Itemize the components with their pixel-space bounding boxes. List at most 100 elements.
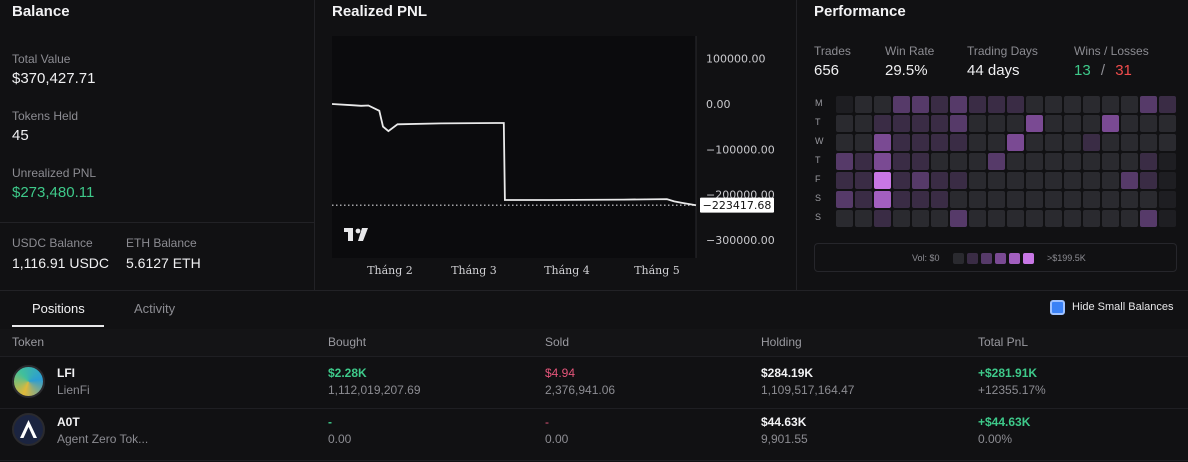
heatmap-cell[interactable] — [1159, 115, 1176, 132]
heatmap-cell[interactable] — [1045, 96, 1062, 113]
heatmap-cell[interactable] — [1083, 210, 1100, 227]
heatmap-cell[interactable] — [1102, 96, 1119, 113]
heatmap-cell[interactable] — [1083, 134, 1100, 151]
heatmap-cell[interactable] — [874, 134, 891, 151]
heatmap-cell[interactable] — [1140, 172, 1157, 189]
heatmap-cell[interactable] — [836, 172, 853, 189]
heatmap-cell[interactable] — [912, 210, 929, 227]
heatmap-cell[interactable] — [1159, 210, 1176, 227]
heatmap-cell[interactable] — [874, 153, 891, 170]
heatmap-cell[interactable] — [893, 115, 910, 132]
heatmap-cell[interactable] — [1121, 172, 1138, 189]
heatmap-cell[interactable] — [1026, 172, 1043, 189]
heatmap-cell[interactable] — [874, 191, 891, 208]
heatmap-cell[interactable] — [950, 153, 967, 170]
heatmap-cell[interactable] — [1064, 191, 1081, 208]
heatmap-cell[interactable] — [1159, 134, 1176, 151]
heatmap-cell[interactable] — [1026, 134, 1043, 151]
token-symbol[interactable]: A0T — [57, 415, 80, 429]
heatmap-cell[interactable] — [931, 96, 948, 113]
heatmap-cell[interactable] — [912, 172, 929, 189]
heatmap-cell[interactable] — [836, 96, 853, 113]
heatmap-cell[interactable] — [1102, 153, 1119, 170]
header-sold[interactable]: Sold — [545, 335, 570, 349]
heatmap-cell[interactable] — [1026, 153, 1043, 170]
heatmap-cell[interactable] — [988, 115, 1005, 132]
heatmap-cell[interactable] — [1007, 191, 1024, 208]
heatmap-cell[interactable] — [1140, 153, 1157, 170]
heatmap-cell[interactable] — [1064, 210, 1081, 227]
heatmap-cell[interactable] — [912, 134, 929, 151]
heatmap-cell[interactable] — [1045, 191, 1062, 208]
heatmap-cell[interactable] — [1102, 210, 1119, 227]
heatmap-cell[interactable] — [969, 191, 986, 208]
heatmap-cell[interactable] — [931, 210, 948, 227]
heatmap-cell[interactable] — [1121, 153, 1138, 170]
heatmap-cell[interactable] — [988, 191, 1005, 208]
heatmap-cell[interactable] — [1026, 115, 1043, 132]
heatmap-cell[interactable] — [855, 191, 872, 208]
heatmap-cell[interactable] — [1045, 115, 1062, 132]
heatmap-cell[interactable] — [1026, 191, 1043, 208]
heatmap-cell[interactable] — [1045, 172, 1062, 189]
heatmap-cell[interactable] — [912, 191, 929, 208]
heatmap-cell[interactable] — [1045, 134, 1062, 151]
heatmap-cell[interactable] — [1140, 96, 1157, 113]
heatmap-cell[interactable] — [1102, 134, 1119, 151]
heatmap-cell[interactable] — [988, 96, 1005, 113]
heatmap-cell[interactable] — [1045, 210, 1062, 227]
heatmap-cell[interactable] — [1159, 96, 1176, 113]
heatmap-cell[interactable] — [1083, 115, 1100, 132]
heatmap-cell[interactable] — [893, 210, 910, 227]
heatmap-cell[interactable] — [1007, 134, 1024, 151]
heatmap-cell[interactable] — [1083, 191, 1100, 208]
heatmap-cell[interactable] — [969, 96, 986, 113]
header-holding[interactable]: Holding — [761, 335, 802, 349]
heatmap-cell[interactable] — [1159, 153, 1176, 170]
tab-activity[interactable]: Activity — [134, 301, 176, 316]
heatmap-cell[interactable] — [1159, 172, 1176, 189]
heatmap-cell[interactable] — [1121, 210, 1138, 227]
heatmap-cell[interactable] — [1064, 153, 1081, 170]
heatmap-cell[interactable] — [836, 153, 853, 170]
token-symbol[interactable]: LFI — [57, 366, 75, 380]
heatmap-cell[interactable] — [1140, 134, 1157, 151]
heatmap-cell[interactable] — [893, 172, 910, 189]
heatmap-cell[interactable] — [1083, 153, 1100, 170]
heatmap-cell[interactable] — [1026, 96, 1043, 113]
heatmap-cell[interactable] — [931, 172, 948, 189]
heatmap-cell[interactable] — [1045, 153, 1062, 170]
heatmap-cell[interactable] — [1007, 115, 1024, 132]
heatmap-cell[interactable] — [969, 172, 986, 189]
heatmap-cell[interactable] — [1121, 191, 1138, 208]
heatmap-cell[interactable] — [950, 134, 967, 151]
realized-pnl-chart[interactable]: 100000.000.00−100000.00−200000.00−300000… — [316, 0, 797, 290]
heatmap-cell[interactable] — [893, 134, 910, 151]
table-row[interactable] — [0, 409, 1188, 461]
header-token[interactable]: Token — [12, 335, 45, 349]
tab-positions[interactable]: Positions — [32, 301, 85, 316]
heatmap-cell[interactable] — [1140, 210, 1157, 227]
heatmap-cell[interactable] — [1007, 96, 1024, 113]
heatmap-cell[interactable] — [855, 134, 872, 151]
heatmap-cell[interactable] — [1064, 96, 1081, 113]
heatmap-cell[interactable] — [1007, 210, 1024, 227]
heatmap-cell[interactable] — [855, 115, 872, 132]
heatmap-cell[interactable] — [1140, 115, 1157, 132]
heatmap-cell[interactable] — [1102, 115, 1119, 132]
heatmap-cell[interactable] — [1121, 134, 1138, 151]
table-row[interactable] — [0, 357, 1188, 409]
heatmap-cell[interactable] — [969, 134, 986, 151]
heatmap-cell[interactable] — [1102, 191, 1119, 208]
heatmap-cell[interactable] — [1007, 172, 1024, 189]
heatmap-cell[interactable] — [1064, 134, 1081, 151]
heatmap-cell[interactable] — [950, 210, 967, 227]
heatmap-cell[interactable] — [950, 96, 967, 113]
header-bought[interactable]: Bought — [328, 335, 367, 349]
heatmap-cell[interactable] — [855, 96, 872, 113]
heatmap-cell[interactable] — [1102, 172, 1119, 189]
heatmap-cell[interactable] — [836, 134, 853, 151]
heatmap-cell[interactable] — [874, 210, 891, 227]
heatmap-cell[interactable] — [988, 172, 1005, 189]
heatmap-cell[interactable] — [836, 210, 853, 227]
